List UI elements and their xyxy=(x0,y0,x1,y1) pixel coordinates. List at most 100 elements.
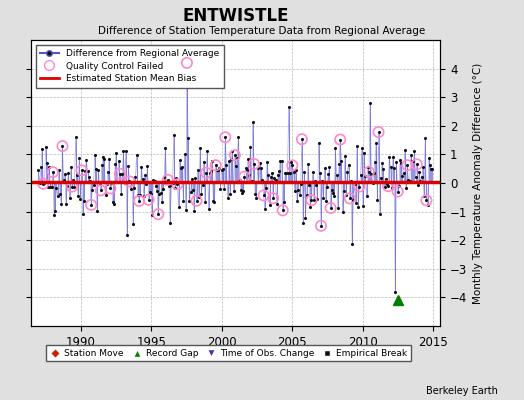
Point xyxy=(265,202,274,208)
Point xyxy=(206,168,215,174)
Point xyxy=(413,161,421,168)
Point xyxy=(367,171,376,177)
Point xyxy=(268,170,276,176)
Point xyxy=(84,174,93,180)
Point xyxy=(288,162,297,168)
Point xyxy=(180,151,189,157)
Point xyxy=(119,148,128,154)
Point xyxy=(392,159,401,166)
Point xyxy=(80,198,88,204)
Point xyxy=(146,189,154,196)
Point xyxy=(256,160,264,166)
Point xyxy=(71,134,80,140)
Point xyxy=(70,183,79,190)
Point xyxy=(228,148,237,154)
Point xyxy=(396,157,405,164)
Point xyxy=(324,171,332,178)
Point xyxy=(260,206,269,212)
Point xyxy=(34,167,42,173)
Point xyxy=(76,196,84,202)
Point xyxy=(216,186,225,192)
Title: ENTWISTLE: ENTWISTLE xyxy=(182,6,289,24)
Point xyxy=(202,170,210,176)
Point xyxy=(341,152,349,159)
Point xyxy=(159,186,167,192)
Point xyxy=(79,210,87,217)
Point xyxy=(369,170,378,176)
Point xyxy=(132,174,140,180)
Point xyxy=(105,156,113,162)
Point xyxy=(402,185,410,191)
Point xyxy=(421,135,429,141)
Point xyxy=(326,205,335,211)
Point xyxy=(182,207,190,213)
Point xyxy=(409,158,418,164)
Point xyxy=(427,166,435,172)
Point xyxy=(269,195,277,202)
Point xyxy=(45,164,53,170)
Point xyxy=(91,152,99,158)
Point xyxy=(235,176,244,183)
Point xyxy=(201,199,209,206)
Legend: Station Move, Record Gap, Time of Obs. Change, Empirical Break: Station Move, Record Gap, Time of Obs. C… xyxy=(47,345,411,362)
Point xyxy=(74,192,82,199)
Point xyxy=(168,180,177,186)
Point xyxy=(136,192,145,198)
Point xyxy=(329,190,337,196)
Point xyxy=(176,157,184,164)
Point xyxy=(66,194,74,201)
Point xyxy=(231,152,239,158)
Point xyxy=(187,189,195,195)
Point xyxy=(390,165,398,172)
Point xyxy=(307,197,315,203)
Point xyxy=(304,161,312,167)
Point xyxy=(192,198,201,204)
Point xyxy=(377,174,385,181)
Point xyxy=(191,175,200,182)
Point xyxy=(415,169,423,175)
Point xyxy=(259,192,268,198)
Point xyxy=(379,166,388,172)
Point xyxy=(337,158,346,164)
Point xyxy=(330,193,339,200)
Point xyxy=(394,188,402,195)
Point xyxy=(294,187,302,193)
Point xyxy=(374,129,383,135)
Point xyxy=(326,205,335,211)
Point xyxy=(296,192,304,198)
Point xyxy=(75,155,83,161)
Point xyxy=(405,177,413,184)
Point xyxy=(49,169,57,175)
Point xyxy=(359,202,367,209)
Point xyxy=(202,170,210,176)
Point xyxy=(258,176,267,183)
Point xyxy=(346,195,354,202)
Point xyxy=(41,144,50,150)
Point xyxy=(403,162,411,168)
Point xyxy=(42,160,51,166)
Point xyxy=(142,180,150,187)
Point xyxy=(95,181,104,188)
Point xyxy=(135,198,143,204)
Point xyxy=(403,162,411,168)
Point xyxy=(40,180,49,187)
Point xyxy=(355,183,364,190)
Point xyxy=(328,187,336,194)
Point xyxy=(360,150,368,157)
Point xyxy=(124,163,133,170)
Point xyxy=(36,180,44,186)
Point xyxy=(305,181,313,188)
Point xyxy=(215,165,223,172)
Point xyxy=(183,60,191,66)
Point xyxy=(134,192,142,198)
Point xyxy=(306,204,314,211)
Point xyxy=(232,163,240,170)
Point xyxy=(428,166,436,172)
Point xyxy=(242,165,250,172)
Point xyxy=(117,191,125,198)
Point xyxy=(298,136,306,142)
Point xyxy=(289,168,298,175)
Point xyxy=(62,200,70,207)
Point xyxy=(104,168,112,175)
Point xyxy=(321,164,329,171)
